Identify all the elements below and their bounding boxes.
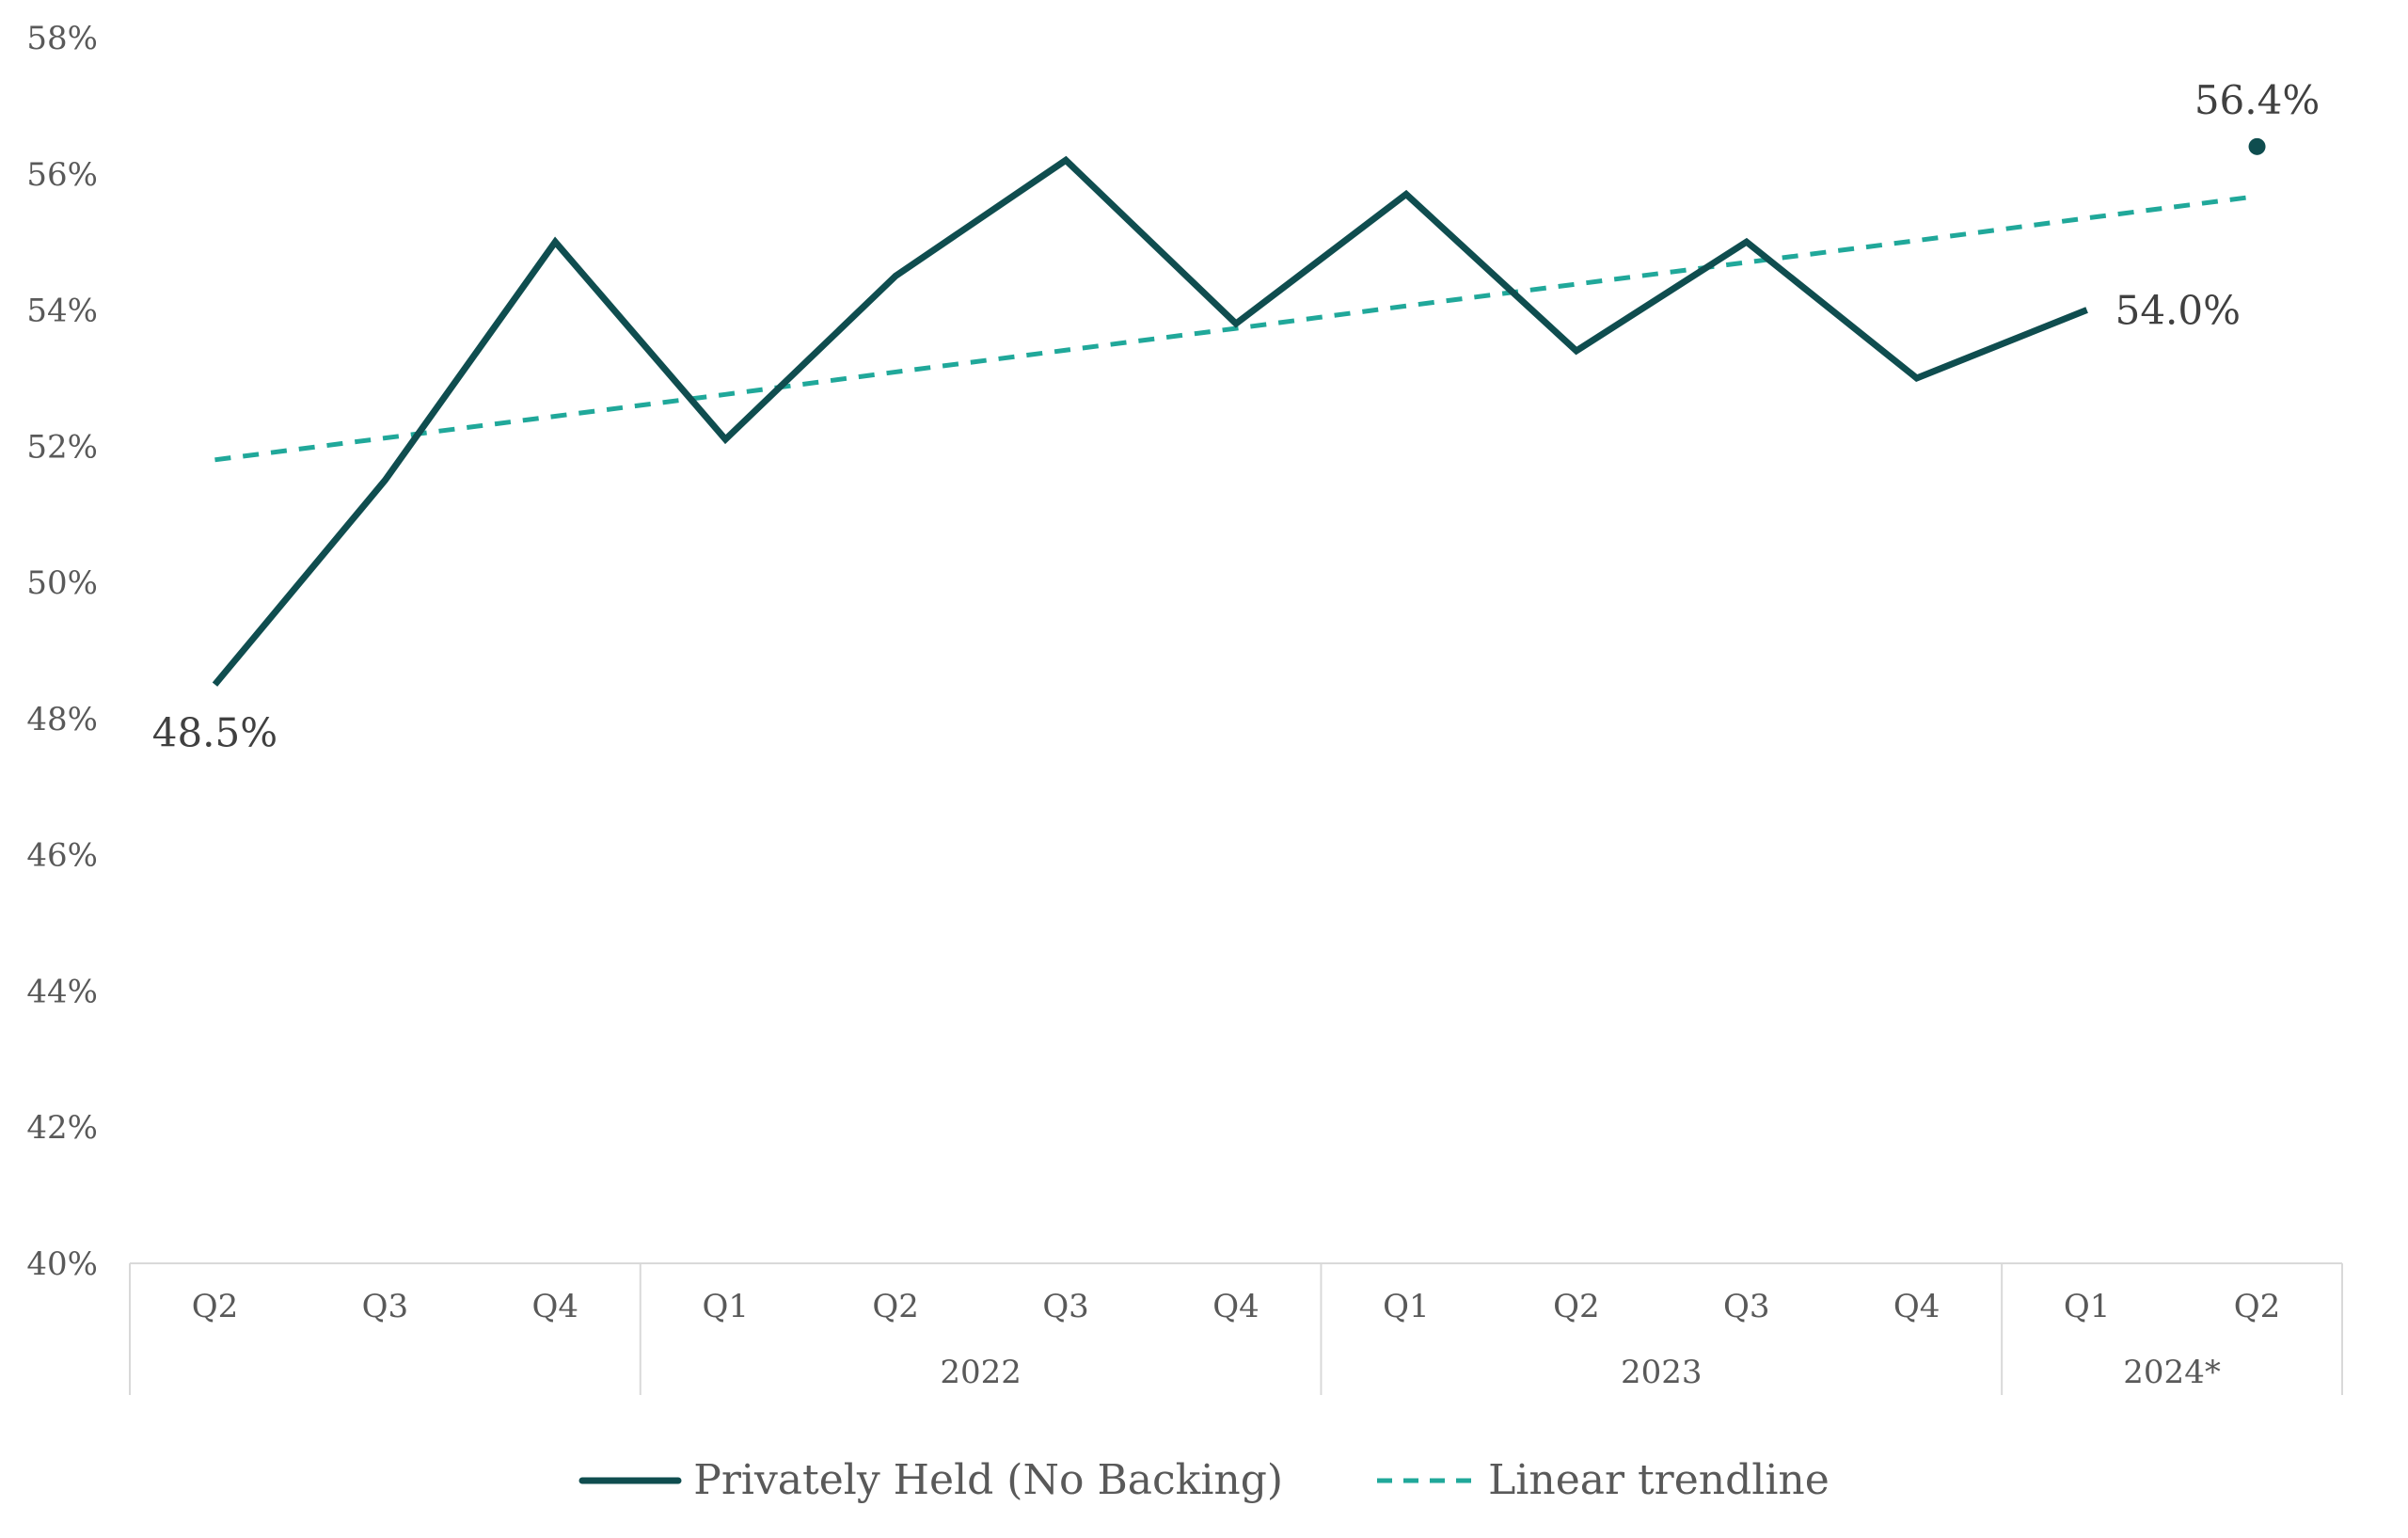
y-tick-label: 48% [26,701,98,738]
data-label: 48.5% [152,710,277,756]
x-tick-label: Q2 [1553,1288,1600,1325]
y-tick-label: 42% [26,1109,98,1147]
legend: Privately Held (No Backing) Linear trend… [0,1456,2408,1504]
y-tick-label: 52% [26,428,98,466]
x-tick-label: Q2 [192,1288,239,1325]
x-tick-label: Q1 [2064,1288,2111,1325]
y-tick-label: 58% [26,20,98,57]
x-group-label: 2024* [2123,1354,2221,1391]
legend-item-series[interactable]: Privately Held (No Backing) [578,1456,1283,1504]
y-tick-label: 56% [26,156,98,194]
x-tick-label: Q3 [1042,1288,1089,1325]
x-tick-label: Q2 [872,1288,919,1325]
x-tick-label: Q2 [2234,1288,2281,1325]
y-tick-label: 50% [26,564,98,602]
legend-label-trendline: Linear trendline [1488,1456,1830,1504]
series-layer [212,137,2266,687]
x-tick-label: Q1 [702,1288,749,1325]
main-series-line [212,155,2088,687]
y-tick-label: 44% [26,973,98,1010]
projected-point [2248,137,2266,155]
x-tick-label: Q3 [1723,1288,1770,1325]
x-group-label: 2023 [1621,1354,1703,1391]
y-axis: 40% 42% 44% 46% 48% 50% 52% 54% 56% 58% [26,20,98,1283]
y-tick-label: 54% [26,293,98,330]
data-labels: 48.5% 54.0% 56.4% [152,77,2321,756]
y-tick-label: 46% [26,837,98,875]
legend-solid-line-icon [578,1477,682,1483]
legend-label-series: Privately Held (No Backing) [693,1456,1284,1504]
x-axis: Q2 Q3 Q4 Q1 Q2 Q3 Q4 Q1 Q2 Q3 Q4 Q1 Q2 2022 2023 2024* [129,1262,2343,1395]
trendline-series [214,194,2258,463]
y-tick-label: 40% [26,1245,98,1283]
data-label: 56.4% [2194,77,2320,123]
x-tick-label: Q1 [1383,1288,1430,1325]
data-label: 54.0% [2115,288,2241,334]
x-tick-label: Q3 [362,1288,409,1325]
x-tick-label: Q4 [1212,1288,1259,1325]
legend-item-trendline[interactable]: Linear trendline [1373,1456,1830,1504]
x-group-label: 2022 [940,1354,1022,1391]
x-tick-label: Q4 [1893,1288,1941,1325]
legend-dashed-line-icon [1377,1478,1474,1483]
x-tick-label: Q4 [532,1288,579,1325]
